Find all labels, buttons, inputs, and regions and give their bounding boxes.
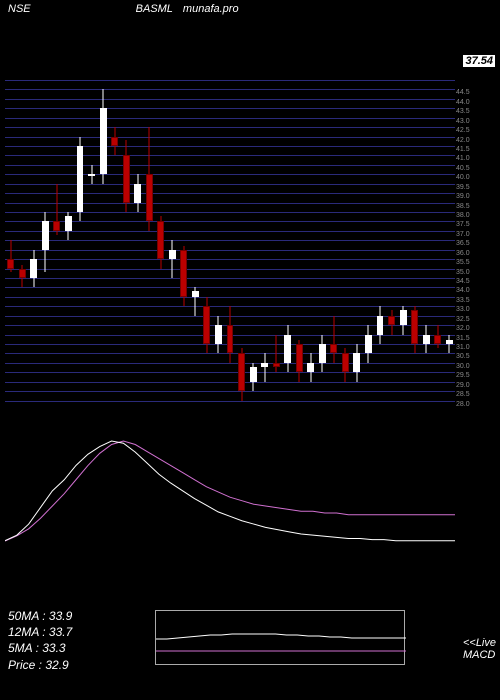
y-axis-tick: 30.0 (456, 363, 470, 370)
chart-container: NSE BASML munafa.pro 37.54 44.544.043.54… (0, 0, 500, 700)
y-axis-tick: 39.5 (456, 184, 470, 191)
y-axis-tick: 33.0 (456, 306, 470, 313)
ma5-label: 5MA : 33.3 (8, 640, 72, 656)
candle[interactable] (319, 80, 326, 410)
candle[interactable] (261, 80, 268, 410)
y-axis-tick: 30.5 (456, 353, 470, 360)
y-axis-tick: 43.5 (456, 108, 470, 115)
volume-svg (5, 430, 455, 590)
candle[interactable] (296, 80, 303, 410)
y-axis-tick: 37.0 (456, 231, 470, 238)
volume-indicator[interactable] (5, 430, 455, 590)
ma12-label: 12MA : 33.7 (8, 624, 72, 640)
candle[interactable] (146, 80, 153, 410)
candle[interactable] (434, 80, 441, 410)
y-axis-tick: 34.0 (456, 287, 470, 294)
price-label: Price : 32.9 (8, 657, 72, 673)
y-axis-tick: 34.5 (456, 278, 470, 285)
y-axis-tick: 44.0 (456, 99, 470, 106)
live-macd-label: <<Live MACD (463, 637, 496, 661)
live-label-line2: MACD (463, 649, 496, 661)
ma50-label: 50MA : 33.9 (8, 608, 72, 624)
y-axis-tick: 31.5 (456, 335, 470, 342)
candlestick-chart[interactable] (5, 80, 455, 410)
candle[interactable] (330, 80, 337, 410)
y-axis-tick: 41.0 (456, 155, 470, 162)
y-axis-tick: 28.0 (456, 401, 470, 408)
candle[interactable] (400, 80, 407, 410)
candle[interactable] (134, 80, 141, 410)
y-axis-tick: 42.5 (456, 127, 470, 134)
candle[interactable] (180, 80, 187, 410)
candle[interactable] (203, 80, 210, 410)
candle[interactable] (238, 80, 245, 410)
y-axis-tick: 40.5 (456, 165, 470, 172)
candle[interactable] (307, 80, 314, 410)
y-axis-tick: 41.5 (456, 146, 470, 153)
candle[interactable] (169, 80, 176, 410)
candle[interactable] (19, 80, 26, 410)
candle[interactable] (77, 80, 84, 410)
y-axis-tick: 37.5 (456, 221, 470, 228)
y-axis-tick: 29.0 (456, 382, 470, 389)
candle[interactable] (377, 80, 384, 410)
candle[interactable] (411, 80, 418, 410)
macd-svg (156, 611, 406, 666)
candle[interactable] (446, 80, 453, 410)
y-axis-tick: 40.0 (456, 174, 470, 181)
y-axis-tick: 29.5 (456, 372, 470, 379)
candle[interactable] (65, 80, 72, 410)
watermark-label: munafa.pro (183, 3, 239, 15)
live-label-line1: <<Live (463, 637, 496, 649)
y-axis-labels: 44.5 44.0 43.5 43.0 42.5 42.0 41.5 41.0 40.5 40.0… (456, 50, 498, 430)
candle[interactable] (365, 80, 372, 410)
candle[interactable] (423, 80, 430, 410)
macd-indicator[interactable] (155, 610, 405, 665)
candle[interactable] (192, 80, 199, 410)
candle[interactable] (157, 80, 164, 410)
y-axis-tick: 39.0 (456, 193, 470, 200)
y-axis-tick: 31.0 (456, 344, 470, 351)
indicator-line (5, 441, 455, 541)
y-axis-tick: 28.5 (456, 391, 470, 398)
candle[interactable] (388, 80, 395, 410)
candle[interactable] (88, 80, 95, 410)
candle[interactable] (111, 80, 118, 410)
ticker-label: BASML (136, 3, 173, 15)
exchange-label: NSE (8, 3, 31, 15)
indicator-line (5, 441, 455, 541)
candle[interactable] (53, 80, 60, 410)
candle[interactable] (215, 80, 222, 410)
candle[interactable] (123, 80, 130, 410)
y-axis-tick: 32.5 (456, 316, 470, 323)
candle[interactable] (7, 80, 14, 410)
y-axis-tick: 38.0 (456, 212, 470, 219)
candle[interactable] (342, 80, 349, 410)
macd-line (156, 634, 406, 639)
candle[interactable] (42, 80, 49, 410)
candle[interactable] (284, 80, 291, 410)
candle[interactable] (100, 80, 107, 410)
candle[interactable] (273, 80, 280, 410)
chart-header: NSE BASML munafa.pro (0, 0, 500, 18)
y-axis-tick: 42.0 (456, 137, 470, 144)
candle[interactable] (227, 80, 234, 410)
y-axis-tick: 43.0 (456, 118, 470, 125)
y-axis-tick: 35.5 (456, 259, 470, 266)
y-axis-tick: 44.5 (456, 89, 470, 96)
y-axis-tick: 33.5 (456, 297, 470, 304)
candle[interactable] (353, 80, 360, 410)
y-axis-tick: 36.5 (456, 240, 470, 247)
y-axis-tick: 38.5 (456, 203, 470, 210)
candle[interactable] (250, 80, 257, 410)
moving-average-info: 50MA : 33.9 12MA : 33.7 5MA : 33.3 Price… (8, 608, 72, 673)
y-axis-tick: 35.0 (456, 269, 470, 276)
candle[interactable] (30, 80, 37, 410)
y-axis-tick: 32.0 (456, 325, 470, 332)
y-axis-tick: 36.0 (456, 250, 470, 257)
